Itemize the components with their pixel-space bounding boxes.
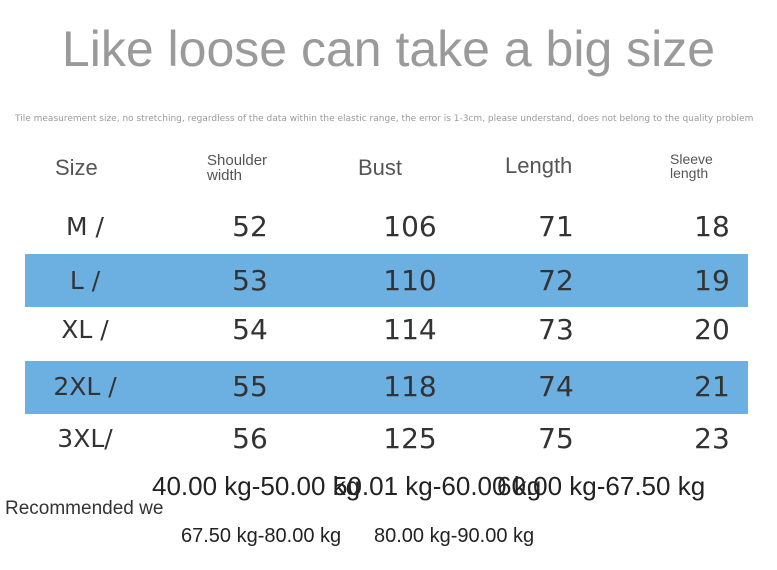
table-cell: 52 (232, 210, 268, 243)
table-cell: 71 (538, 210, 574, 243)
table-cell: 54 (232, 313, 268, 346)
title: Like loose can take a big size (61, 21, 716, 77)
size-cell: 2XL / (53, 372, 117, 401)
column-header: Length (505, 153, 573, 178)
size-cell: 3XL/ (57, 424, 113, 453)
table-cell: 73 (538, 313, 574, 346)
table-cell: 72 (538, 264, 574, 297)
column-header: Shoulder width (207, 152, 268, 184)
weight-range: 80.00 kg-90.00 kg (374, 525, 535, 547)
row-band (25, 361, 748, 414)
table-cell: 106 (383, 210, 437, 243)
weight-range: 67.50 kg-80.00 kg (181, 525, 342, 547)
table-cell: 110 (383, 264, 437, 297)
size-cell: M / (66, 212, 104, 241)
table-cell: 118 (383, 370, 437, 403)
table-cell: 20 (694, 313, 730, 346)
table-cell: 18 (694, 210, 730, 243)
table-cell: 125 (383, 422, 437, 455)
table-cell: 53 (232, 264, 268, 297)
note: Tile measurement size, no stretching, re… (15, 114, 754, 124)
table-cell: 23 (694, 422, 730, 455)
column-header: Bust (358, 155, 403, 180)
table-cell: 21 (694, 370, 730, 403)
weight-range: 50.01 kg-60.00 kg (333, 471, 542, 501)
column-header: Size (55, 155, 98, 180)
size-cell: XL / (61, 315, 109, 344)
table-cell: 55 (232, 370, 268, 403)
table-cell: 114 (383, 313, 437, 346)
table-cell: 56 (232, 422, 268, 455)
size-cell: L / (69, 266, 101, 295)
weight-range: 40.00 kg-50.00 kg (152, 471, 361, 501)
row-band (25, 254, 748, 307)
table-cell: 74 (538, 370, 574, 403)
recommended-label: Recommended we (5, 498, 164, 519)
table-cell: 19 (694, 264, 730, 297)
table-cell: 75 (538, 422, 574, 455)
weight-range: 60.00 kg-67.50 kg (497, 471, 706, 501)
column-header: Sleeve length (670, 151, 713, 181)
